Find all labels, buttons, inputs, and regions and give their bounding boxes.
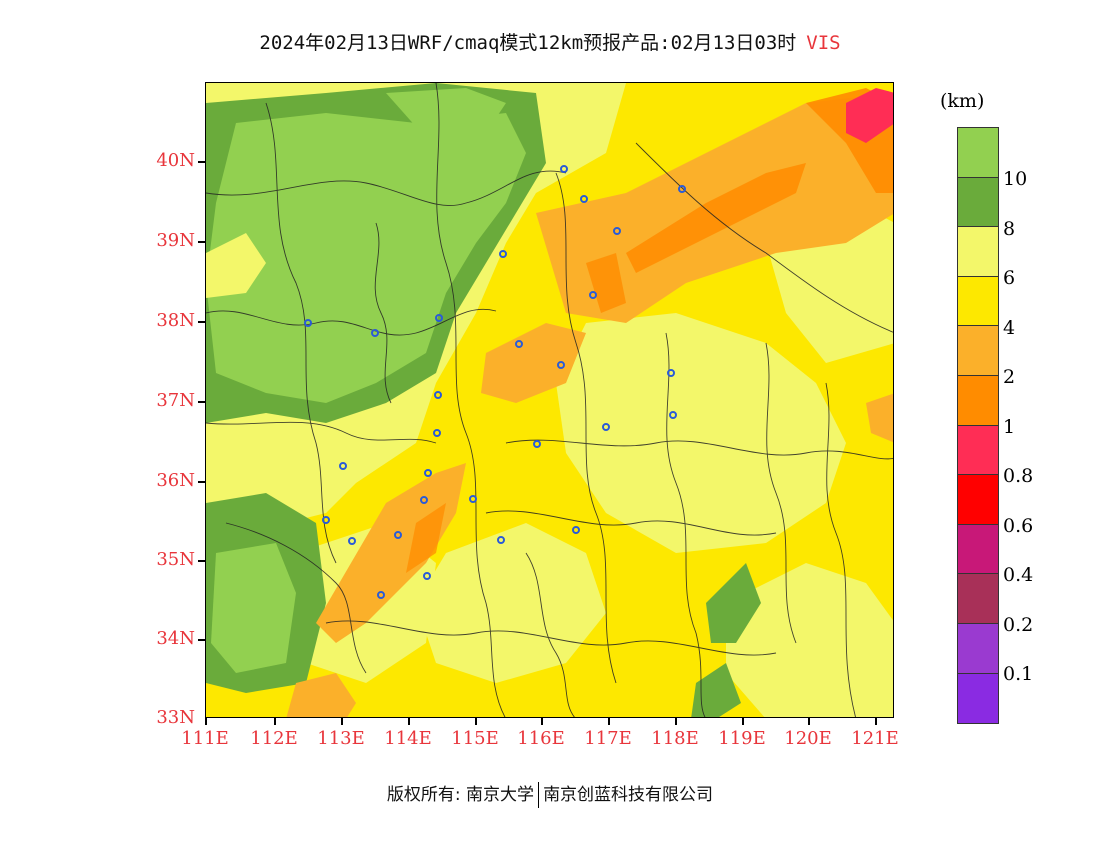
- x-label-111e: 111E: [181, 728, 229, 749]
- y-tick: [198, 161, 205, 163]
- x-label-115e: 115E: [451, 728, 499, 749]
- y-label-38n: 38N: [156, 310, 195, 331]
- colorbar-segment: [958, 673, 998, 724]
- y-tick: [198, 401, 205, 403]
- x-label-112e: 112E: [250, 728, 298, 749]
- x-tick: [408, 718, 410, 725]
- colorbar-label-4: 4: [1003, 317, 1016, 339]
- colorbar-segment: [958, 623, 998, 674]
- x-tick: [875, 718, 877, 725]
- footer-left: 版权所有: 南京大学: [386, 785, 535, 805]
- x-tick: [475, 718, 477, 725]
- x-tick: [675, 718, 677, 725]
- x-label-120e: 120E: [784, 728, 832, 749]
- colorbar-segment: [958, 524, 998, 575]
- y-label-36n: 36N: [156, 470, 195, 491]
- colorbar-segment: [958, 326, 998, 376]
- x-label-114e: 114E: [384, 728, 432, 749]
- copyright-footer: 版权所有: 南京大学 南京创蓝科技有限公司: [0, 780, 1100, 808]
- colorbar-segment: [958, 375, 998, 426]
- colorbar-label-0-6: 0.6: [1003, 515, 1034, 537]
- colorbar-label-0-4: 0.4: [1003, 564, 1034, 586]
- x-label-116e: 116E: [517, 728, 565, 749]
- colorbar-segment: [958, 227, 998, 277]
- x-tick: [274, 718, 276, 725]
- visibility-map: [205, 82, 894, 718]
- x-tick: [608, 718, 610, 725]
- x-tick: [205, 718, 207, 725]
- y-label-35n: 35N: [156, 549, 195, 570]
- colorbar-segment: [958, 276, 998, 327]
- y-label-39n: 39N: [156, 230, 195, 251]
- y-label-34n: 34N: [156, 628, 195, 649]
- x-label-113e: 113E: [317, 728, 365, 749]
- colorbar-label-0-2: 0.2: [1003, 614, 1034, 636]
- colorbar-segment: [958, 574, 998, 624]
- x-tick: [541, 718, 543, 725]
- colorbar-label-8: 8: [1003, 218, 1016, 240]
- y-tick: [198, 241, 205, 243]
- x-label-119e: 119E: [718, 728, 766, 749]
- x-tick: [742, 718, 744, 725]
- y-label-40n: 40N: [156, 150, 195, 171]
- colorbar-segment: [958, 425, 998, 476]
- colorbar-label-0-1: 0.1: [1003, 663, 1034, 685]
- colorbar: [957, 127, 999, 725]
- colorbar-label-10: 10: [1003, 168, 1028, 190]
- colorbar-unit: (km): [940, 90, 985, 112]
- colorbar-segment: [958, 475, 998, 525]
- colorbar-segment: [958, 128, 998, 178]
- title-text: 2024年02月13日WRF/cmaq模式12km预报产品:02月13日03时: [259, 32, 797, 54]
- x-tick: [341, 718, 343, 725]
- y-tick: [198, 481, 205, 483]
- y-tick: [198, 560, 205, 562]
- colorbar-label-1: 1: [1003, 416, 1016, 438]
- x-tick: [808, 718, 810, 725]
- colorbar-segment: [958, 177, 998, 228]
- x-label-117e: 117E: [584, 728, 632, 749]
- x-label-118e: 118E: [651, 728, 699, 749]
- footer-right: 南京创蓝科技有限公司: [543, 785, 714, 805]
- y-tick: [198, 639, 205, 641]
- colorbar-label-6: 6: [1003, 267, 1016, 289]
- title-variable: VIS: [806, 32, 841, 54]
- y-label-37n: 37N: [156, 390, 195, 411]
- footer-divider: [538, 782, 540, 808]
- y-label-33n: 33N: [156, 707, 195, 728]
- colorbar-label-2: 2: [1003, 366, 1016, 388]
- y-tick: [198, 321, 205, 323]
- visibility-field: [206, 83, 893, 717]
- map-title: 2024年02月13日WRF/cmaq模式12km预报产品:02月13日03时 V…: [0, 28, 1100, 55]
- x-label-121e: 121E: [851, 728, 899, 749]
- colorbar-label-0-8: 0.8: [1003, 465, 1034, 487]
